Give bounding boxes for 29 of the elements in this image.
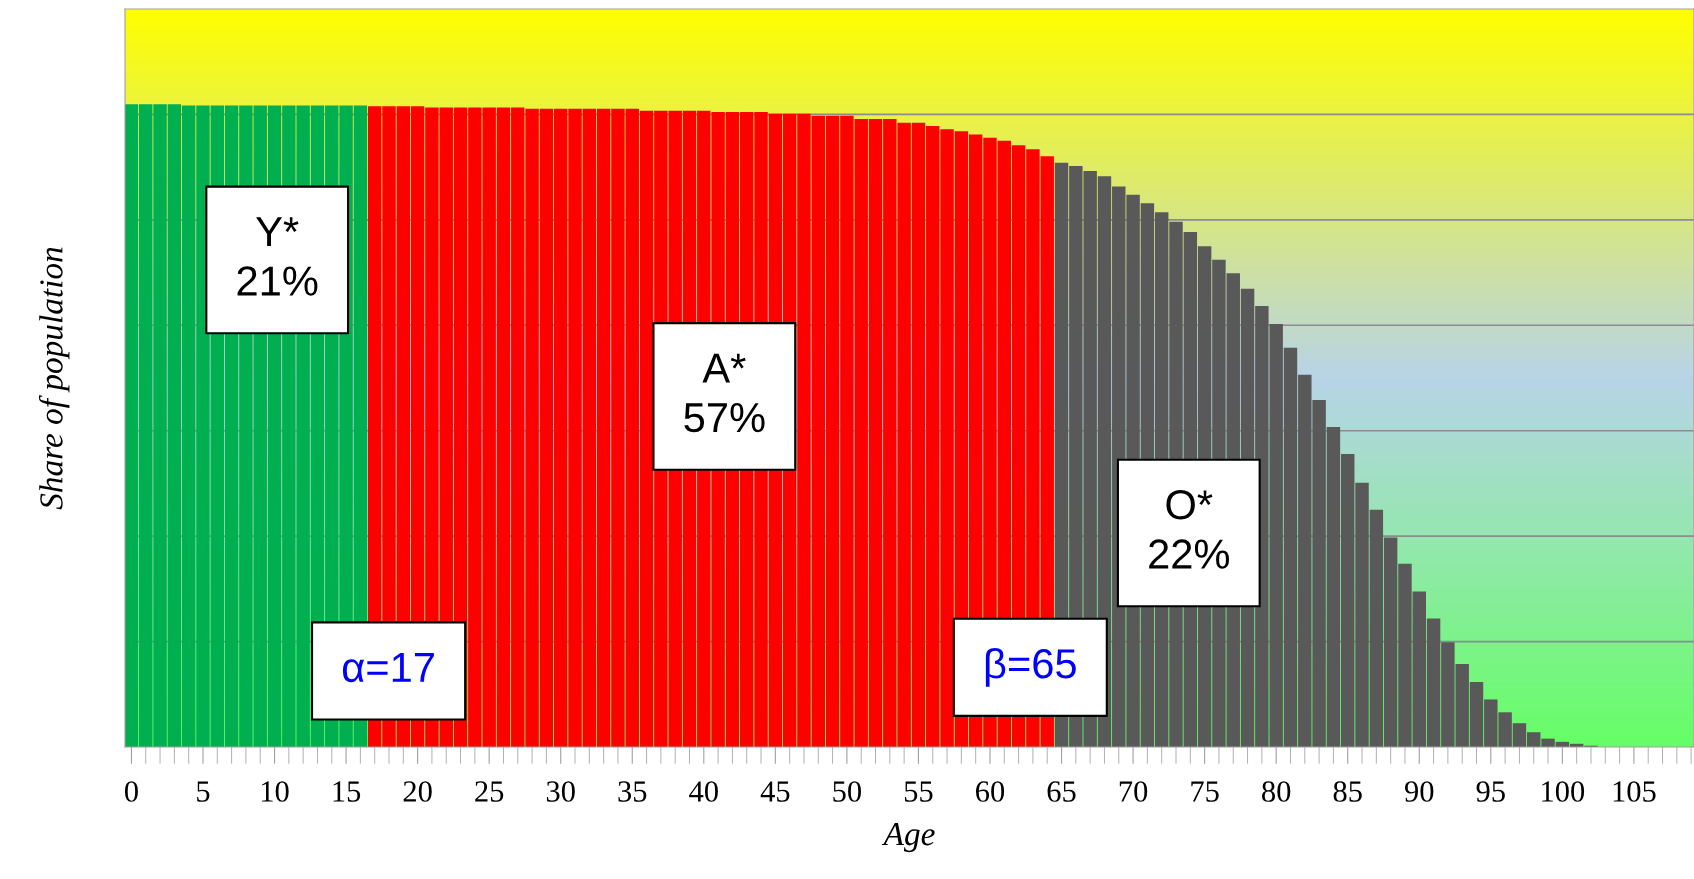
x-tick-label: 55 [904, 781, 933, 802]
x-tick-label: 30 [546, 781, 575, 802]
annotation: β=65 [985, 647, 1076, 687]
x-tick-label: 10 [261, 781, 289, 802]
x-tick-label: 95 [1476, 781, 1505, 802]
x-tick-label: 25 [475, 781, 504, 802]
x-tick-label: 5 [197, 781, 210, 802]
x-tick-label: 15 [333, 781, 361, 802]
annotation: Y* 21% [237, 217, 318, 296]
x-tick-label: 90 [1404, 781, 1434, 802]
x-tick-label: 100 [1542, 781, 1585, 802]
annotation: A* 57% [684, 353, 765, 433]
x-tick-label: 70 [1119, 781, 1148, 802]
annotation: α=17 [342, 653, 434, 683]
annotation: O* 22% [1149, 489, 1229, 569]
x-tick-label: 35 [618, 781, 647, 802]
x-tick-label: 80 [1262, 781, 1291, 802]
x-axis-title: Age [881, 823, 935, 853]
x-tick-label: 60 [976, 781, 1005, 802]
y-axis-title: Share of population [38, 247, 70, 510]
x-tick-label: 85 [1333, 781, 1362, 802]
x-tick-label: 75 [1191, 781, 1219, 802]
x-tick-label: 0 [124, 781, 138, 802]
x-tick-label: 45 [760, 781, 790, 802]
x-tick-label: 20 [403, 781, 432, 802]
x-tick-label: 40 [689, 781, 718, 802]
x-tick-label: 65 [1047, 781, 1076, 802]
x-tick-label: 105 [1613, 781, 1656, 802]
x-tick-label: 50 [833, 781, 862, 802]
